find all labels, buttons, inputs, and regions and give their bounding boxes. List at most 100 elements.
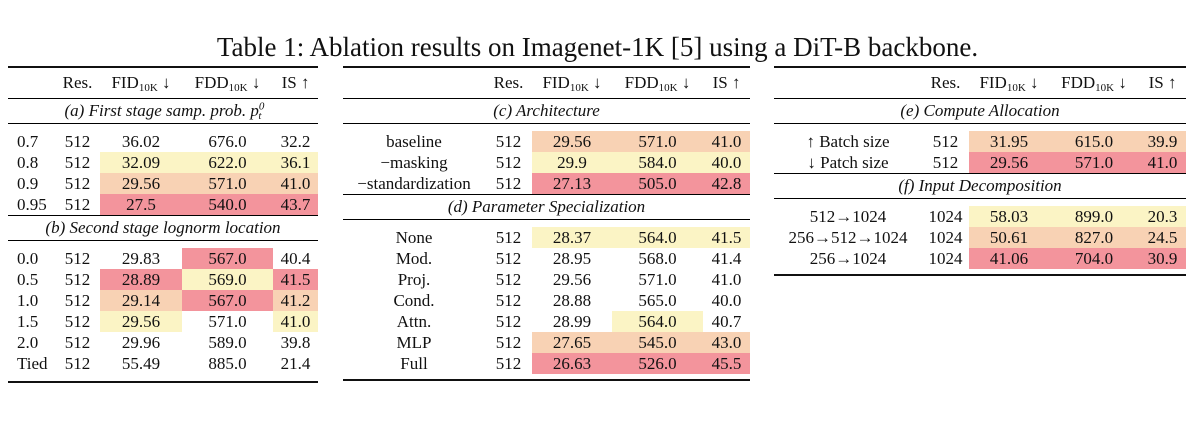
- fdd-cell: 565.0: [638, 291, 677, 310]
- fdd-cell: 584.0: [612, 152, 703, 173]
- is-header: IS ↑: [712, 73, 741, 92]
- row-label: 0.9: [17, 174, 39, 193]
- fdd-cell: 827.0: [1049, 227, 1139, 248]
- table-row: Proj. 512 29.56 571.0 41.0: [343, 269, 750, 290]
- is-cell: 39.9: [1139, 131, 1186, 152]
- res-cell: 1024: [928, 207, 963, 226]
- is-cell: 43.7: [273, 194, 318, 216]
- res-header: Res.: [493, 73, 524, 92]
- row-label: ↑ Batch size: [806, 132, 890, 151]
- fdd-cell: 571.0: [182, 173, 273, 194]
- table-row: baseline 512 29.56 571.0 41.0: [343, 131, 750, 152]
- fid-cell: 29.56: [552, 270, 592, 289]
- row-label: 2.0: [17, 333, 39, 352]
- row-label: Mod.: [395, 249, 433, 268]
- table-row: 0.8 512 32.09 622.0 36.1: [8, 152, 318, 173]
- fdd-cell: 567.0: [182, 290, 273, 311]
- fid-cell: 27.13: [532, 173, 612, 195]
- row-label: 512→1024: [809, 207, 887, 226]
- section-d-title: (d) Parameter Specialization: [343, 194, 750, 220]
- right-panel: Res. FID10K ↓ FDD10K ↓ IS ↑ (e) Compute …: [774, 66, 1186, 276]
- is-cell: 41.0: [1139, 152, 1186, 174]
- is-header: IS ↑: [281, 73, 310, 92]
- res-cell: 512: [64, 195, 91, 214]
- section-b-title: (b) Second stage lognorm location: [8, 215, 318, 241]
- fid-cell: 28.95: [552, 249, 592, 268]
- header-row: Res. FID10K ↓ FDD10K ↓ IS ↑: [774, 67, 1186, 99]
- fid-header: FID10K ↓: [542, 73, 602, 94]
- section-e-title: (e) Compute Allocation: [774, 98, 1186, 124]
- fdd-cell: 571.0: [612, 131, 703, 152]
- res-cell: 512: [64, 354, 91, 373]
- fid-cell: 29.56: [969, 152, 1049, 174]
- row-label: 0.7: [17, 132, 39, 151]
- row-label: Attn.: [396, 312, 432, 331]
- table-row: 0.95 512 27.5 540.0 43.7: [8, 194, 318, 216]
- section-f-title: (f) Input Decomposition: [774, 173, 1186, 199]
- table-row: Tied 512 55.49 885.0 21.4: [8, 353, 318, 374]
- table-row: 0.0 512 29.83 567.0 40.4: [8, 248, 318, 269]
- fdd-cell: 569.0: [182, 269, 273, 290]
- section-c-title: (c) Architecture: [343, 98, 750, 124]
- res-cell: 512: [64, 333, 91, 352]
- res-cell: 512: [64, 291, 91, 310]
- is-cell: 41.0: [273, 173, 318, 194]
- fdd-cell: 567.0: [182, 248, 273, 269]
- row-label: ↓ Patch size: [807, 153, 889, 172]
- is-cell: 42.8: [703, 173, 750, 195]
- fid-cell: 29.96: [121, 333, 161, 352]
- table-row: Mod. 512 28.95 568.0 41.4: [343, 248, 750, 269]
- fdd-cell: 564.0: [612, 311, 703, 332]
- fdd-cell: 899.0: [1049, 206, 1139, 227]
- is-cell: 41.5: [703, 227, 750, 248]
- fid-cell: 29.9: [532, 152, 612, 173]
- fdd-cell: 571.0: [208, 312, 247, 331]
- middle-panel: Res. FID10K ↓ FDD10K ↓ IS ↑ (c) Architec…: [343, 66, 750, 381]
- left-panel: Res. FID10K ↓ FDD10K ↓ IS ↑ (a) First st…: [8, 66, 318, 383]
- res-cell: 512: [64, 312, 91, 331]
- table-row: 512→1024 1024 58.03 899.0 20.3: [774, 206, 1186, 227]
- fdd-cell: 505.0: [612, 173, 703, 195]
- table-row: 0.5 512 28.89 569.0 41.5: [8, 269, 318, 290]
- is-cell: 32.2: [280, 132, 311, 151]
- table-row: 1.0 512 29.14 567.0 41.2: [8, 290, 318, 311]
- fid-cell: 41.06: [969, 248, 1049, 269]
- fid-cell: 29.56: [532, 131, 612, 152]
- res-cell: 512: [64, 270, 91, 289]
- table-row: Full 512 26.63 526.0 45.5: [343, 353, 750, 374]
- res-cell: 512: [495, 312, 522, 331]
- res-cell: 512: [932, 153, 959, 172]
- row-label: 0.0: [17, 249, 39, 268]
- fid-cell: 28.37: [532, 227, 612, 248]
- is-cell: 36.1: [273, 152, 318, 173]
- row-label: 0.95: [17, 195, 47, 214]
- section-a-title: (a) First stage samp. prob. p0t: [8, 98, 318, 124]
- fid-cell: 27.5: [100, 194, 182, 216]
- fid-header: FID10K ↓: [111, 73, 171, 94]
- is-cell: 41.0: [273, 311, 318, 332]
- table-row: 256→512→1024 1024 50.61 827.0 24.5: [774, 227, 1186, 248]
- res-cell: 512: [495, 228, 522, 247]
- fid-cell: 28.88: [552, 291, 592, 310]
- fid-cell: 31.95: [969, 131, 1049, 152]
- table-row: None 512 28.37 564.0 41.5: [343, 227, 750, 248]
- res-cell: 512: [495, 132, 522, 151]
- res-cell: 512: [64, 249, 91, 268]
- is-cell: 41.4: [711, 249, 742, 268]
- table-row: 256→1024 1024 41.06 704.0 30.9: [774, 248, 1186, 269]
- res-header: Res.: [930, 73, 961, 92]
- res-cell: 512: [495, 270, 522, 289]
- fdd-header: FDD10K ↓: [1061, 73, 1127, 94]
- row-label: −standardization: [357, 174, 471, 193]
- row-label: 0.8: [17, 153, 39, 172]
- is-header: IS ↑: [1148, 73, 1177, 92]
- table-row: 2.0 512 29.96 589.0 39.8: [8, 332, 318, 353]
- fid-cell: 29.56: [100, 173, 182, 194]
- right-table: Res. FID10K ↓ FDD10K ↓ IS ↑ (e) Compute …: [774, 66, 1186, 276]
- fid-cell: 29.83: [121, 249, 161, 268]
- fdd-cell: 545.0: [612, 332, 703, 353]
- table-row: Attn. 512 28.99 564.0 40.7: [343, 311, 750, 332]
- table-row: 0.7 512 36.02 676.0 32.2: [8, 131, 318, 152]
- fdd-cell: 540.0: [182, 194, 273, 216]
- fid-cell: 58.03: [969, 206, 1049, 227]
